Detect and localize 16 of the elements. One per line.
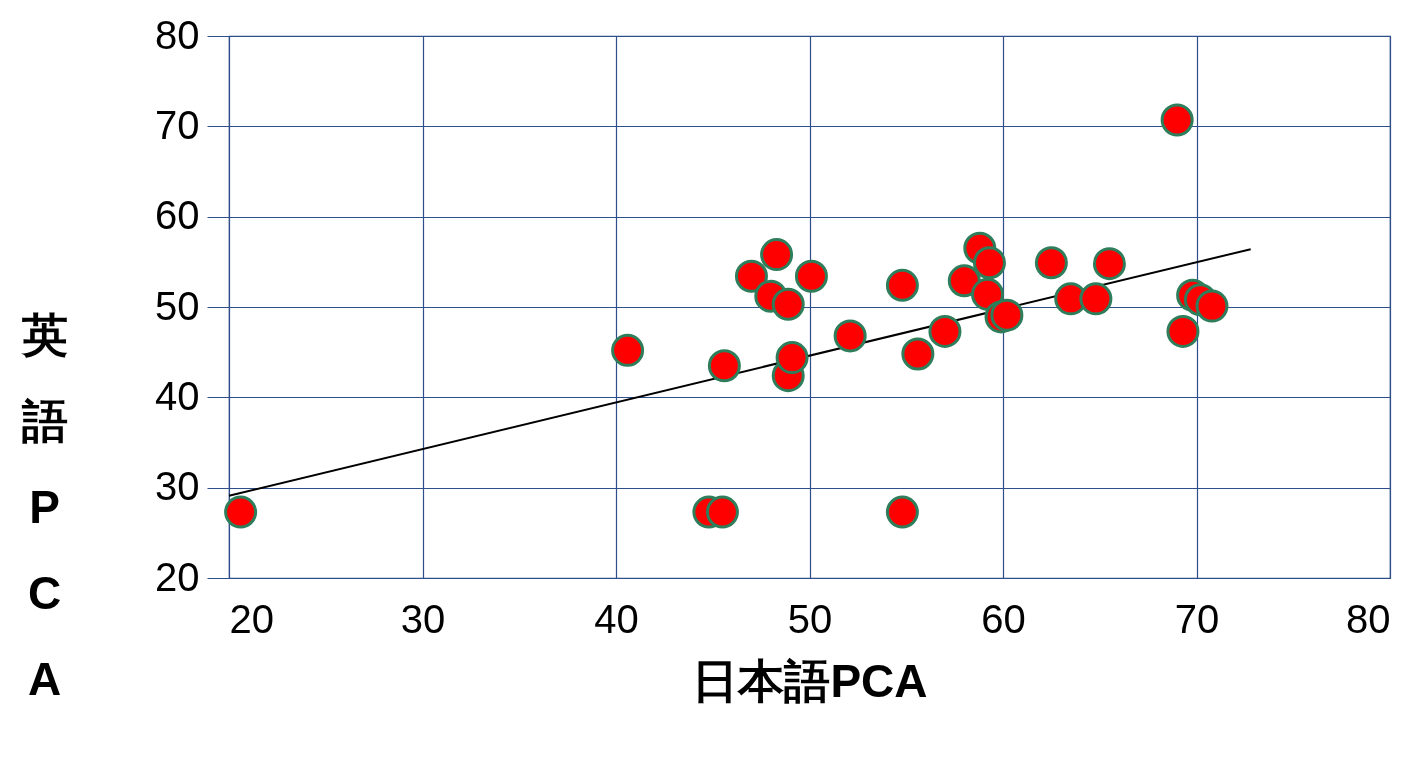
y-tick-label: 30 [155, 464, 200, 509]
x-tick-label: 60 [981, 596, 1026, 641]
y-tick-label: 80 [155, 12, 200, 57]
x-tick-label: 70 [1174, 596, 1220, 641]
x-tick-label: 80 [1346, 596, 1391, 641]
x-axis-title: 日本語PCA [692, 654, 928, 707]
y-tick-label: 50 [155, 283, 200, 328]
x-tick-label: 50 [787, 596, 833, 641]
y-tick-label: 60 [155, 193, 200, 238]
y-axis-title: 英語PCA [20, 308, 68, 705]
x-tick-label: 20 [229, 596, 274, 641]
y-tick-label: 40 [155, 373, 200, 418]
y-tick-label: 20 [155, 554, 200, 599]
x-tick-label: 40 [594, 596, 639, 641]
x-tick-label: 30 [400, 596, 446, 641]
y-tick-label: 70 [155, 102, 200, 147]
